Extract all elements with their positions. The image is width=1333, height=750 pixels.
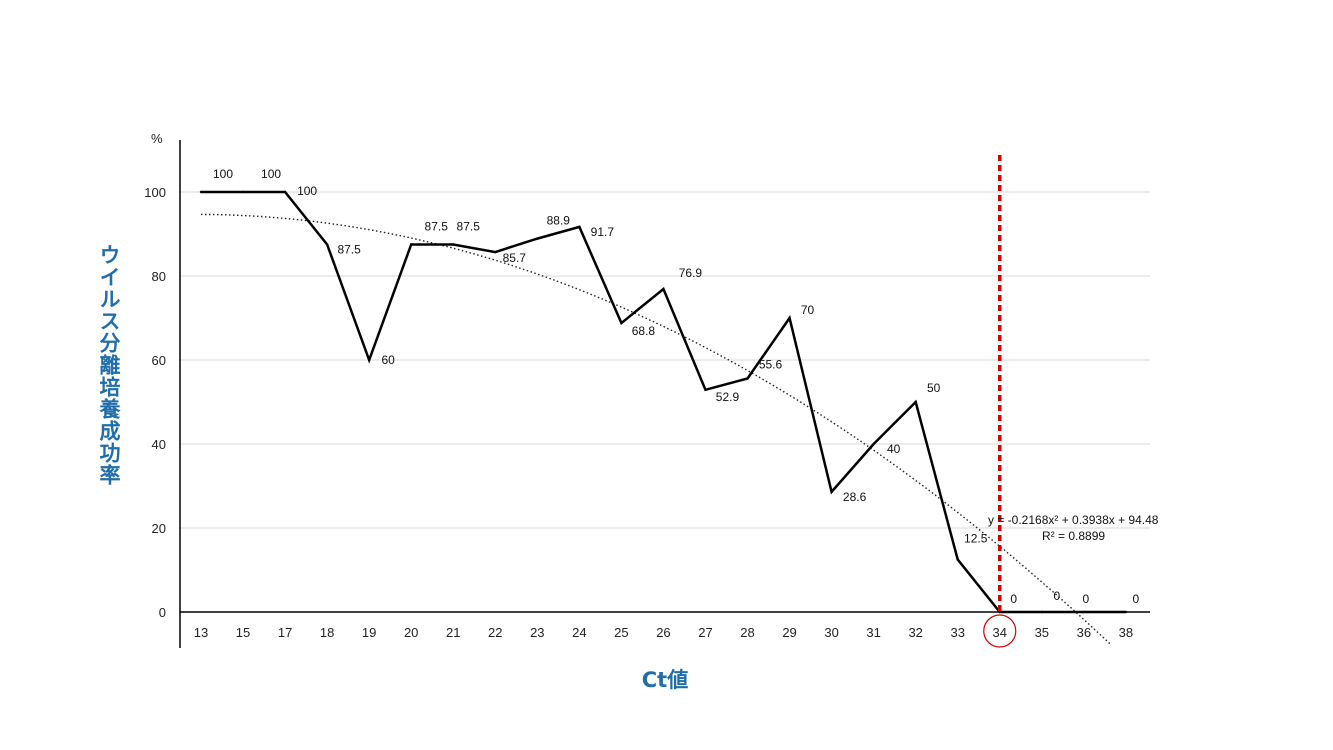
x-tick-label: 27 xyxy=(698,625,712,640)
data-point xyxy=(241,190,245,194)
x-tick-label: 19 xyxy=(362,625,376,640)
x-tick-label: 30 xyxy=(824,625,838,640)
x-tick-label: 32 xyxy=(908,625,922,640)
y-tick-label: 80 xyxy=(152,269,166,284)
y-tick-label: 60 xyxy=(152,353,166,368)
data-label: 100 xyxy=(297,184,317,198)
data-label: 52.9 xyxy=(716,390,740,404)
data-point xyxy=(1124,610,1128,614)
x-axis-label: Ct値 xyxy=(641,668,689,692)
data-label: 87.5 xyxy=(337,243,361,257)
data-labels: 100 100 100 87.5 60 87.5 87.5 85.7 88.9 91.7 68.8 7… xyxy=(213,167,1140,606)
data-point xyxy=(325,243,329,246)
data-label: 60 xyxy=(381,353,395,367)
x-tick-label: 33 xyxy=(950,625,964,640)
y-tick-label: 100 xyxy=(144,185,166,200)
y-tick-label: 20 xyxy=(152,521,166,536)
x-tick-label: 13 xyxy=(194,625,208,640)
x-tick-label: 29 xyxy=(782,625,796,640)
axes xyxy=(179,140,1150,648)
x-tick-label: 26 xyxy=(656,625,670,640)
data-label: 12.5 xyxy=(964,532,988,546)
data-label: 100 xyxy=(261,167,281,181)
x-tick-label: 38 xyxy=(1119,625,1133,640)
data-label: 40 xyxy=(887,442,901,456)
data-point xyxy=(830,490,833,494)
data-point xyxy=(746,377,749,380)
data-point xyxy=(199,190,203,194)
x-tick-label: 34 xyxy=(993,625,1007,640)
data-point xyxy=(536,237,539,240)
data-label: 87.5 xyxy=(425,220,449,234)
data-label: 68.8 xyxy=(632,324,656,338)
data-point xyxy=(283,190,287,194)
data-point xyxy=(494,250,497,254)
data-label: 88.9 xyxy=(547,214,571,228)
data-point xyxy=(914,400,917,404)
data-point xyxy=(1040,610,1044,614)
x-tick-label: 36 xyxy=(1077,625,1091,640)
trendline-curve xyxy=(200,213,1112,646)
x-tick-label: 20 xyxy=(404,625,418,640)
x-tick-label: 22 xyxy=(488,625,502,640)
data-label: 0 xyxy=(1133,592,1140,606)
data-point xyxy=(662,287,665,291)
data-series xyxy=(199,190,1128,614)
data-label: 100 xyxy=(213,167,233,181)
highlight-circle xyxy=(983,614,1017,648)
x-tick-labels: 13 15 17 18 19 20 21 22 23 24 25 26 27 28 29 30 31 32 33 34… xyxy=(194,625,1133,640)
x-tick-label: 17 xyxy=(278,625,292,640)
data-label: 0 xyxy=(1082,592,1089,606)
data-point xyxy=(788,316,791,320)
x-tick-label: 21 xyxy=(446,625,460,640)
y-axis-label: ウイルス分離培養成功率 xyxy=(97,244,121,486)
data-point xyxy=(1082,610,1086,614)
y-tick-label: 40 xyxy=(152,437,166,452)
x-tick-label: 31 xyxy=(866,625,880,640)
x-tick-label: 18 xyxy=(320,625,334,640)
x-tick-label: 28 xyxy=(740,625,754,640)
data-label: 55.6 xyxy=(759,357,783,371)
y-tick-label: 0 xyxy=(159,605,166,620)
data-point xyxy=(872,442,875,446)
trendline-equation: y = -0.2168x² + 0.3938x + 94.48 xyxy=(988,513,1159,527)
data-point xyxy=(998,610,1001,614)
trendline-r-squared: R² = 0.8899 xyxy=(1042,529,1105,543)
x-tick-label: 35 xyxy=(1035,625,1049,640)
data-label: 91.7 xyxy=(591,225,615,239)
data-label: 28.6 xyxy=(843,490,867,504)
x-tick-label: 24 xyxy=(572,625,586,640)
data-point xyxy=(704,388,707,392)
trendline xyxy=(200,213,1112,646)
x-tick-label: 23 xyxy=(530,625,544,640)
data-label: 70 xyxy=(801,303,815,317)
data-label: 0 xyxy=(1010,592,1017,606)
data-label: 85.7 xyxy=(503,251,527,265)
data-point xyxy=(956,558,959,561)
data-point xyxy=(452,243,455,246)
y-tick-labels: 0 20 40 60 80 100 xyxy=(144,185,166,620)
gridlines xyxy=(180,191,1150,529)
data-point xyxy=(620,321,623,325)
data-label: 76.9 xyxy=(679,266,703,280)
highlight-marker xyxy=(983,155,1017,648)
data-label: 87.5 xyxy=(457,220,481,234)
x-tick-label: 15 xyxy=(236,625,250,640)
data-point xyxy=(410,243,413,246)
data-point xyxy=(367,358,371,362)
data-label: 50 xyxy=(927,381,941,395)
x-tick-label: 25 xyxy=(614,625,628,640)
data-point xyxy=(578,225,581,229)
y-unit-label: % xyxy=(151,131,163,146)
data-label: 0 xyxy=(1053,589,1060,603)
